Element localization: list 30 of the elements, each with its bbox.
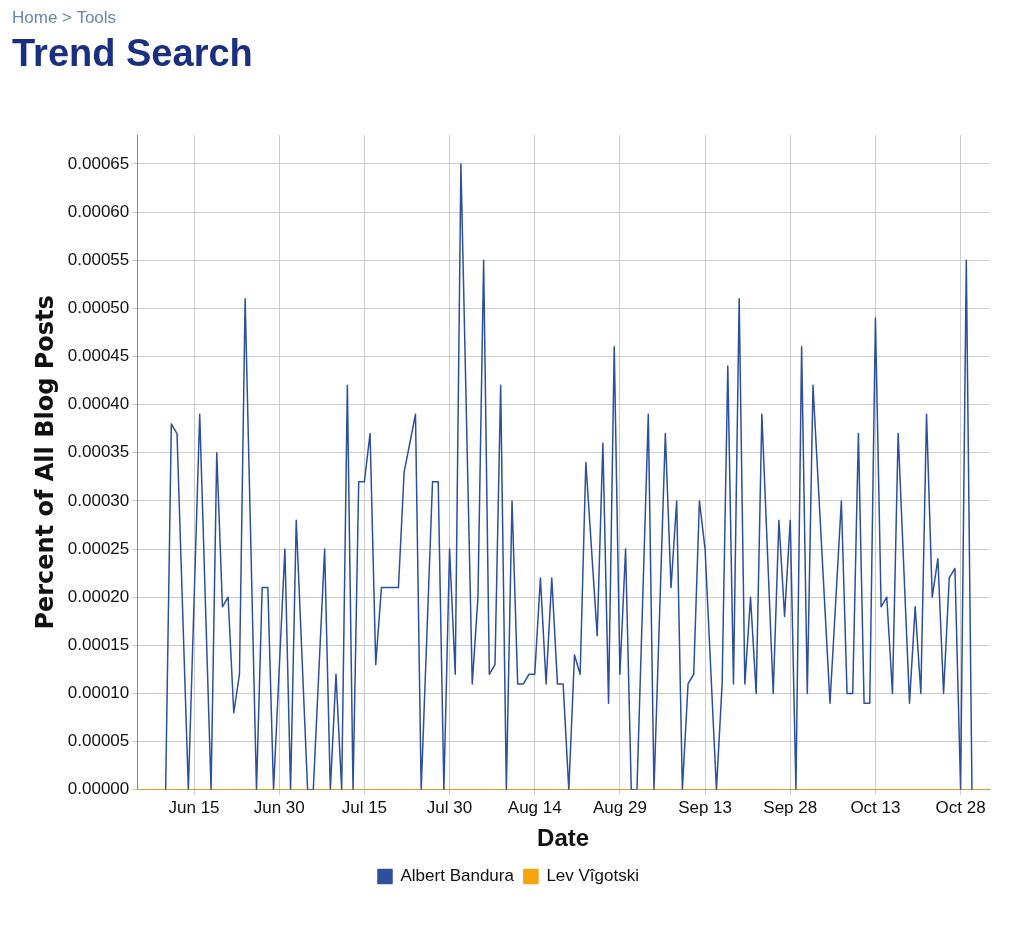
x-tick-label: Aug 14 bbox=[507, 797, 562, 817]
y-tick-label: 0.00030 bbox=[67, 490, 130, 510]
y-tick-label: 0.00010 bbox=[67, 683, 130, 703]
x-axis-title: Date bbox=[537, 824, 590, 852]
x-tick-label: Jun 15 bbox=[168, 797, 220, 817]
x-tick-label: Aug 29 bbox=[592, 797, 647, 817]
x-tick-label: Oct 13 bbox=[850, 797, 901, 817]
y-tick-label: 0.00035 bbox=[67, 442, 130, 462]
y-tick-label: 0.00060 bbox=[67, 201, 130, 221]
y-tick-label: 0.00005 bbox=[67, 731, 130, 751]
y-tick-label: 0.00000 bbox=[67, 779, 130, 799]
y-axis-title: Percent of All Blog Posts bbox=[30, 295, 59, 630]
x-tick-label: Jul 30 bbox=[426, 797, 473, 817]
chart-title: Trend Search bbox=[12, 32, 254, 75]
x-tick-label: Jun 30 bbox=[253, 797, 305, 817]
x-tick-label: Oct 28 bbox=[935, 797, 986, 817]
x-tick-label: Jul 15 bbox=[341, 797, 388, 817]
text: Home > Tools bbox=[12, 8, 118, 28]
legend-label: Lev Vîgotski bbox=[546, 866, 640, 886]
x-tick-label: Sep 28 bbox=[763, 797, 818, 817]
y-tick-label: 0.00040 bbox=[67, 394, 130, 414]
y-tick-label: 0.00050 bbox=[67, 298, 130, 318]
y-tick-label: 0.00055 bbox=[67, 249, 130, 269]
y-tick-label: 0.00045 bbox=[67, 346, 130, 366]
legend-label: Albert Bandura bbox=[400, 866, 515, 886]
y-tick-label: 0.00025 bbox=[67, 538, 130, 558]
y-tick-label: 0.00015 bbox=[67, 635, 130, 655]
y-tick-label: 0.00020 bbox=[67, 586, 130, 606]
x-tick-label: Sep 13 bbox=[678, 797, 733, 817]
y-tick-label: 0.00065 bbox=[67, 153, 130, 173]
